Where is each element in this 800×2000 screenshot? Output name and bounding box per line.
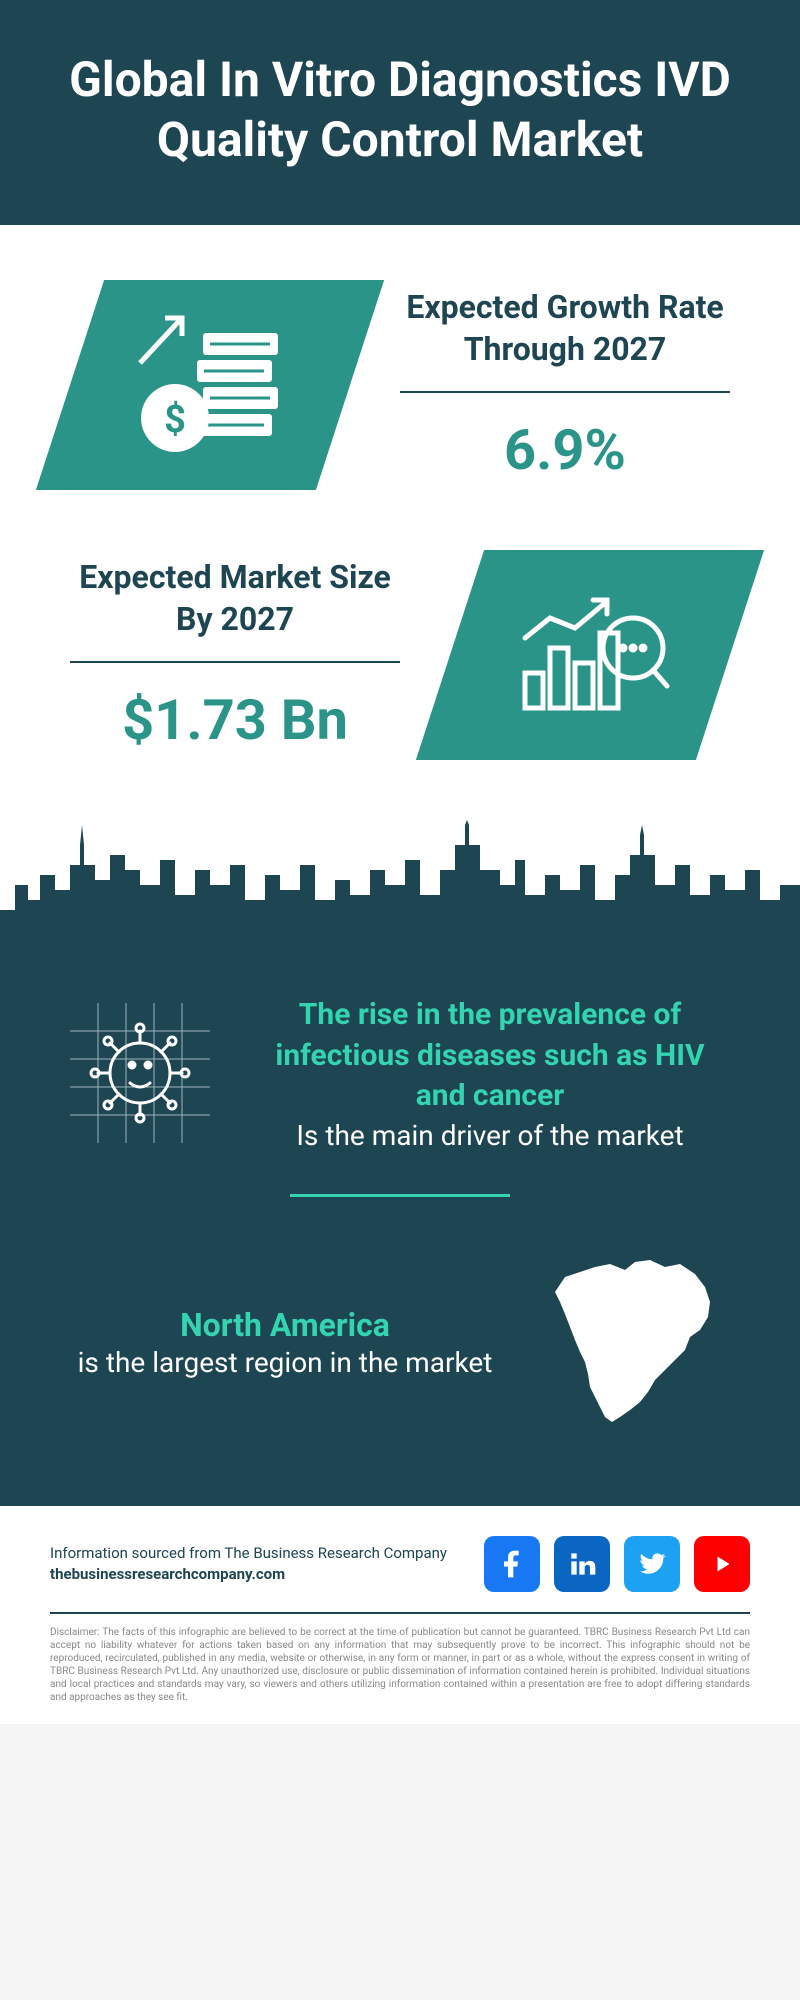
region-highlight: North America xyxy=(70,1306,500,1344)
region-text: North America is the largest region in t… xyxy=(70,1306,500,1382)
driver-row: The rise in the prevalence of infectious… xyxy=(70,995,730,1154)
growth-text: Expected Growth Rate Through 2027 6.9% xyxy=(400,287,730,482)
source-line1: Information sourced from The Business Re… xyxy=(50,1543,447,1564)
header-title: Global In Vitro Diagnostics IVD Quality … xyxy=(40,50,760,170)
divider xyxy=(70,661,400,663)
skyline-silhouette xyxy=(0,815,800,955)
disclaimer-text: Disclaimer: The facts of this infographi… xyxy=(50,1614,750,1704)
growth-value: 6.9% xyxy=(400,417,730,483)
growth-rate-block: $ Expected Growth Rate Through 2027 6.9% xyxy=(0,225,800,520)
region-sub: is the largest region in the market xyxy=(70,1344,500,1382)
size-text: Expected Market Size By 2027 $1.73 Bn xyxy=(70,557,400,752)
source-line2: thebusinessresearchcompany.com xyxy=(50,1564,447,1585)
market-size-block: Expected Market Size By 2027 $1.73 Bn xyxy=(0,520,800,815)
growth-icon-box: $ xyxy=(36,280,384,490)
chart-magnify-icon xyxy=(505,578,675,728)
linkedin-icon[interactable] xyxy=(554,1536,610,1592)
driver-highlight: The rise in the prevalence of infectious… xyxy=(250,995,730,1117)
growth-label: Expected Growth Rate Through 2027 xyxy=(400,287,730,370)
header: Global In Vitro Diagnostics IVD Quality … xyxy=(0,0,800,225)
driver-text: The rise in the prevalence of infectious… xyxy=(250,995,730,1154)
virus-icon xyxy=(70,1003,210,1143)
svg-text:$: $ xyxy=(164,398,186,442)
size-label: Expected Market Size By 2027 xyxy=(70,557,400,640)
twitter-icon[interactable] xyxy=(624,1536,680,1592)
social-icons xyxy=(484,1536,750,1592)
north-america-map-icon xyxy=(540,1252,730,1432)
infographic-container: Global In Vitro Diagnostics IVD Quality … xyxy=(0,0,800,1724)
youtube-icon[interactable] xyxy=(694,1536,750,1592)
teal-divider xyxy=(290,1194,510,1197)
footer: Information sourced from The Business Re… xyxy=(0,1506,800,1724)
facebook-icon[interactable] xyxy=(484,1536,540,1592)
dark-section: The rise in the prevalence of infectious… xyxy=(0,955,800,1506)
money-growth-icon: $ xyxy=(125,308,295,458)
region-row: North America is the largest region in t… xyxy=(70,1252,730,1436)
driver-sub: Is the main driver of the market xyxy=(250,1117,730,1155)
divider xyxy=(400,391,730,393)
footer-top: Information sourced from The Business Re… xyxy=(50,1536,750,1614)
size-icon-box xyxy=(416,550,764,760)
source-text: Information sourced from The Business Re… xyxy=(50,1543,447,1585)
size-value: $1.73 Bn xyxy=(70,687,400,753)
